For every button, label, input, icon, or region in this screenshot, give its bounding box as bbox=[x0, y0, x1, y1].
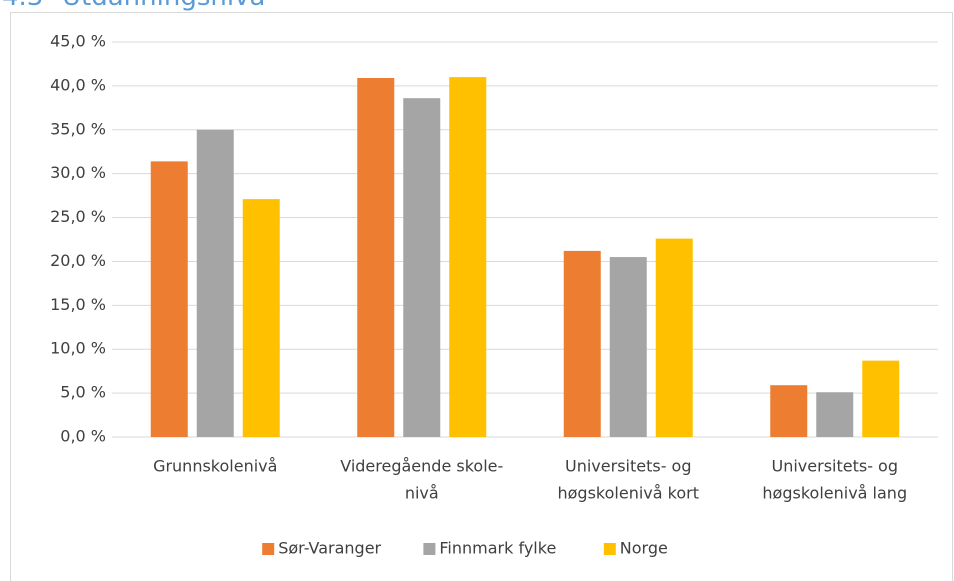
bar bbox=[563, 250, 601, 437]
y-tick-label: 25,0 % bbox=[50, 207, 106, 226]
legend-label: Finnmark fylke bbox=[439, 539, 556, 558]
x-tick-label: høgskolenivå kort bbox=[558, 484, 699, 503]
y-tick-label: 35,0 % bbox=[50, 119, 106, 138]
legend-swatch bbox=[262, 543, 275, 555]
y-tick-label: 40,0 % bbox=[50, 75, 106, 94]
legend-swatch bbox=[603, 543, 616, 555]
y-tick-label: 20,0 % bbox=[50, 251, 106, 270]
x-tick-label: Videregående skole- bbox=[340, 457, 503, 476]
y-tick-label: 10,0 % bbox=[50, 339, 106, 358]
bar bbox=[449, 77, 487, 437]
legend-label: Norge bbox=[620, 539, 668, 558]
bar bbox=[862, 360, 900, 437]
bar bbox=[655, 238, 693, 437]
legend-swatch bbox=[423, 543, 436, 555]
x-tick-label: Grunnskolenivå bbox=[153, 457, 277, 476]
bar bbox=[403, 98, 441, 437]
x-tick-label: høgskolenivå lang bbox=[762, 484, 907, 503]
x-tick-label: Universitets- og bbox=[565, 457, 692, 476]
bar bbox=[196, 129, 234, 437]
bar bbox=[242, 199, 280, 437]
y-tick-label: 15,0 % bbox=[50, 295, 106, 314]
bar bbox=[816, 392, 854, 437]
bar bbox=[609, 257, 647, 437]
bar bbox=[770, 385, 808, 437]
x-tick-label: nivå bbox=[405, 484, 439, 503]
heading-title: Utdanningsnivå bbox=[62, 0, 265, 12]
bar bbox=[357, 77, 395, 437]
x-tick-label: Universitets- og bbox=[772, 457, 899, 476]
y-tick-label: 0,0 % bbox=[60, 427, 106, 446]
heading-number: 4.3 bbox=[2, 0, 43, 12]
bar bbox=[150, 161, 188, 437]
y-tick-label: 30,0 % bbox=[50, 163, 106, 182]
y-tick-label: 5,0 % bbox=[60, 383, 106, 402]
legend-label: Sør-Varanger bbox=[278, 539, 381, 558]
y-tick-label: 45,0 % bbox=[50, 32, 106, 51]
